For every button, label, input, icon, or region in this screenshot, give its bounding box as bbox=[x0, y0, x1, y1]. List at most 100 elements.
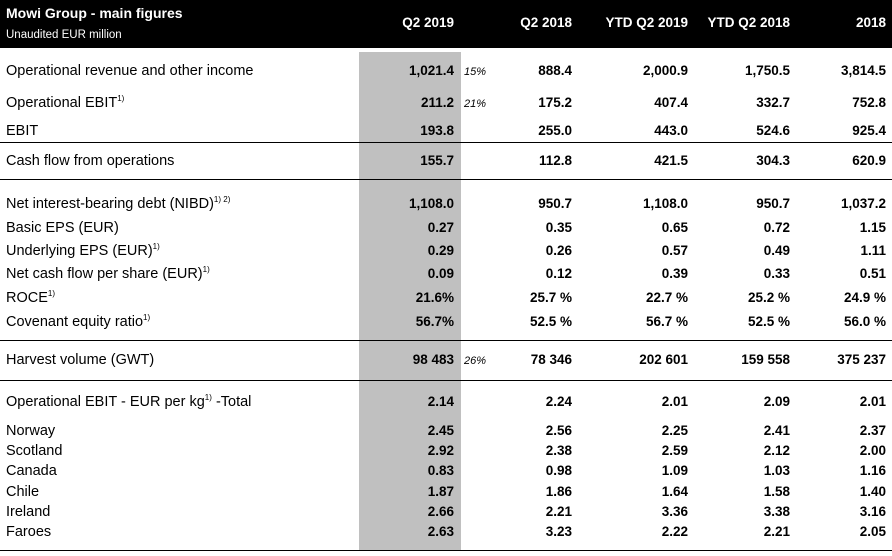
table-cell: 56.7% bbox=[415, 314, 454, 329]
table-row: Chile 1.87 1.86 1.64 1.58 1.40 bbox=[0, 482, 892, 502]
table-cell: 255.0 bbox=[538, 123, 572, 138]
table-cell: 620.9 bbox=[852, 153, 886, 168]
row-label: ROCE1) bbox=[6, 288, 55, 308]
table-row: Operational EBIT1) 211.2 175.2 407.4 332.7 75… bbox=[0, 93, 892, 113]
table-cell: 2.38 bbox=[545, 443, 572, 458]
table-cell: 0.29 bbox=[427, 243, 454, 258]
divider bbox=[0, 142, 892, 143]
row-label-text: Scotland bbox=[6, 443, 63, 459]
row-label: Chile bbox=[6, 482, 39, 502]
footnote-marker: 1) bbox=[204, 393, 212, 402]
table-row: Net interest-bearing debt (NIBD)1) 2) 1,1… bbox=[0, 194, 892, 214]
table-cell: 2.12 bbox=[763, 443, 790, 458]
table-cell: 407.4 bbox=[654, 95, 688, 110]
table-cell: 0.83 bbox=[427, 463, 454, 478]
row-label: Basic EPS (EUR) bbox=[6, 218, 119, 238]
table-cell: 2.14 bbox=[427, 394, 454, 409]
table-cell: 1.87 bbox=[427, 484, 454, 499]
table-cell: 2.63 bbox=[427, 524, 454, 539]
table-cell: 1.64 bbox=[661, 484, 688, 499]
table-cell: 1.16 bbox=[859, 463, 886, 478]
table-cell: 193.8 bbox=[420, 123, 454, 138]
col-header-q2-2018: Q2 2018 bbox=[520, 15, 572, 30]
table-cell: 25.7 % bbox=[529, 290, 572, 305]
table-cell: 98 483 bbox=[412, 352, 454, 367]
table-cell: 2.56 bbox=[545, 423, 572, 438]
table-cell: 3.38 bbox=[763, 504, 790, 519]
divider bbox=[0, 380, 892, 381]
footnote-marker: 1) 2) bbox=[213, 195, 231, 204]
table-cell: 752.8 bbox=[852, 95, 886, 110]
table-cell: 175.2 bbox=[538, 95, 572, 110]
table-cell: 0.35 bbox=[545, 220, 572, 235]
change-percent: 21% bbox=[464, 98, 487, 110]
table-row: Ireland 2.66 2.21 3.36 3.38 3.16 bbox=[0, 502, 892, 522]
table-cell: 3.16 bbox=[859, 504, 886, 519]
row-label-text: Ireland bbox=[6, 504, 51, 520]
row-label: Operational EBIT1) bbox=[6, 93, 124, 113]
table-title: Mowi Group - main figures bbox=[6, 5, 183, 21]
table-cell: 1,750.5 bbox=[744, 63, 790, 78]
table-cell: 2,000.9 bbox=[642, 63, 688, 78]
row-label-suffix: -Total bbox=[211, 394, 252, 410]
table-cell: 78 346 bbox=[530, 352, 572, 367]
table-cell: 112.8 bbox=[538, 153, 572, 168]
table-cell: 0.65 bbox=[661, 220, 688, 235]
row-label-text: Operational revenue and other income bbox=[6, 63, 254, 79]
row-label-text: Norway bbox=[6, 423, 56, 439]
table-cell: 2.25 bbox=[661, 423, 688, 438]
table-cell: 2.21 bbox=[763, 524, 790, 539]
table-cell: 950.7 bbox=[538, 196, 572, 211]
table-cell: 443.0 bbox=[654, 123, 688, 138]
table-row: Covenant equity ratio1) 56.7% 52.5 % 56.7 %… bbox=[0, 312, 892, 332]
table-cell: 3.23 bbox=[545, 524, 572, 539]
table-cell: 888.4 bbox=[538, 63, 572, 78]
table-row: Cash flow from operations 155.7 112.8 421.5… bbox=[0, 151, 892, 171]
table-cell: 1.11 bbox=[860, 243, 886, 258]
table-cell: 22.7 % bbox=[645, 290, 688, 305]
table-cell: 2.22 bbox=[661, 524, 688, 539]
row-label-text: Chile bbox=[6, 484, 40, 500]
row-label: Covenant equity ratio1) bbox=[6, 312, 150, 332]
table-cell: 2.41 bbox=[763, 423, 790, 438]
table-cell: 1.03 bbox=[763, 463, 790, 478]
col-header-2018: 2018 bbox=[855, 15, 886, 30]
table-row: Canada 0.83 0.98 1.09 1.03 1.16 bbox=[0, 461, 892, 481]
table-cell: 1,108.0 bbox=[408, 196, 454, 211]
table-subtitle: Unaudited EUR million bbox=[6, 29, 122, 41]
footnote-marker: 1) bbox=[202, 265, 210, 274]
table-cell: 0.09 bbox=[427, 266, 454, 281]
row-label-text: Cash flow from operations bbox=[6, 153, 175, 169]
table-cell: 375 237 bbox=[837, 352, 886, 367]
table-row: Harvest volume (GWT) 98 483 78 346 202 601 1… bbox=[0, 350, 892, 370]
table-row: Basic EPS (EUR) 0.27 0.35 0.65 0.72 1.15 bbox=[0, 218, 892, 238]
table-cell: 1.15 bbox=[859, 220, 886, 235]
table-cell: 1,021.4 bbox=[408, 63, 454, 78]
table-cell: 24.9 % bbox=[843, 290, 886, 305]
change-percent: 15% bbox=[464, 66, 487, 78]
table-row: Operational EBIT - EUR per kg1) -Total 2.… bbox=[0, 392, 892, 412]
table-cell: 332.7 bbox=[756, 95, 790, 110]
table-row: ROCE1) 21.6% 25.7 % 22.7 % 25.2 % 24.9 % bbox=[0, 288, 892, 308]
table-cell: 304.3 bbox=[756, 153, 790, 168]
table-cell: 3,814.5 bbox=[840, 63, 886, 78]
table-header: Mowi Group - main figures Unaudited EUR … bbox=[0, 0, 892, 48]
col-header-q2-2019: Q2 2019 bbox=[402, 15, 454, 30]
row-label-text: Faroes bbox=[6, 524, 52, 540]
highlight-column bbox=[359, 52, 461, 550]
table-cell: 1.40 bbox=[859, 484, 886, 499]
footnote-marker: 1) bbox=[152, 242, 160, 251]
row-label: Canada bbox=[6, 461, 57, 481]
col-header-ytd-q2-2018: YTD Q2 2018 bbox=[707, 15, 790, 30]
table-cell: 0.26 bbox=[545, 243, 572, 258]
row-label: Operational revenue and other income bbox=[6, 61, 253, 81]
table-cell: 2.66 bbox=[427, 504, 454, 519]
table-cell: 25.2 % bbox=[747, 290, 790, 305]
row-label-text: Canada bbox=[6, 463, 57, 479]
change-percent: 26% bbox=[464, 355, 487, 367]
table-cell: 2.24 bbox=[545, 394, 572, 409]
row-label-text: Harvest volume (GWT) bbox=[6, 352, 155, 368]
table-cell: 1,108.0 bbox=[642, 196, 688, 211]
row-label-text: EBIT bbox=[6, 123, 39, 139]
row-label-text: Net cash flow per share (EUR) bbox=[6, 266, 203, 282]
